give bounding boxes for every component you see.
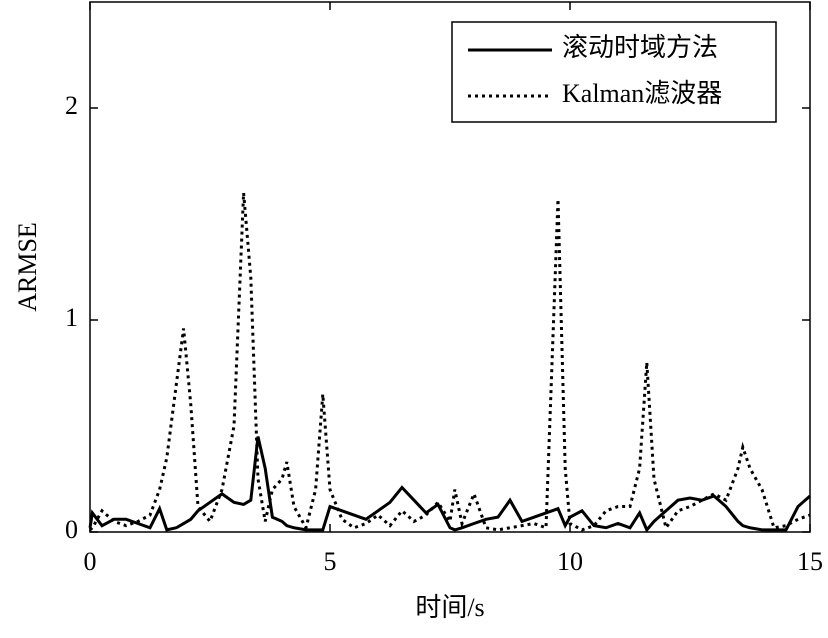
- x-tick-label: 5: [324, 547, 337, 576]
- data-line: [89, 192, 811, 532]
- data-line: [88, 436, 811, 533]
- legend-label: 滚动时域方法: [562, 33, 718, 62]
- x-axis-label: 时间/s: [415, 593, 484, 622]
- x-tick-label: 15: [797, 547, 823, 576]
- legend-label: Kalman滤波器: [562, 79, 722, 108]
- y-tick-label: 0: [65, 515, 78, 544]
- x-tick-label: 10: [557, 547, 583, 576]
- y-tick-label: 1: [65, 303, 78, 332]
- y-tick-label: 2: [65, 91, 78, 120]
- y-axis-label: ARMSE: [13, 222, 42, 312]
- plot-frame: [89, 1, 811, 533]
- x-tick-label: 0: [84, 547, 97, 576]
- legend-box: [451, 21, 777, 123]
